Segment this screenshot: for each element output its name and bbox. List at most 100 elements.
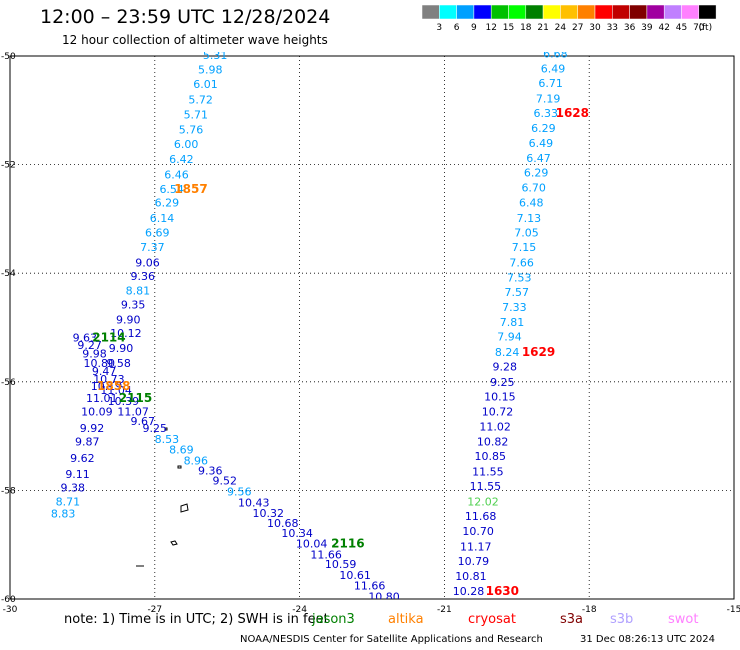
x-tick-label: -18 xyxy=(582,605,597,615)
pass-time-annotation: 1858 xyxy=(97,379,130,393)
color-scale-label: 33 xyxy=(607,23,618,33)
color-scale-unit: (ft) xyxy=(699,23,713,33)
color-scale-label: 21 xyxy=(537,23,548,33)
y-tick-label: -54 xyxy=(1,269,16,279)
wave-height-label: 7.05 xyxy=(514,226,539,239)
wave-height-label: 9.38 xyxy=(60,482,85,495)
wave-height-label: 8.69 xyxy=(169,444,194,457)
wave-height-label: 10.82 xyxy=(477,436,509,449)
wave-height-label: 6.47 xyxy=(526,152,551,165)
timestamp-text: 31 Dec 08:26:13 UTC 2024 xyxy=(580,634,715,645)
wave-height-label: 7.53 xyxy=(507,272,532,285)
x-tick-label: -24 xyxy=(292,605,307,615)
credit-text: NOAA/NESDIS Center for Satellite Applica… xyxy=(240,634,543,645)
wave-height-label: 7.82 xyxy=(550,3,575,16)
satellite-legend-item: s3a xyxy=(560,612,584,627)
wave-height-label: 6.80 xyxy=(546,33,571,46)
page-subtitle: 12 hour collection of altimeter wave hei… xyxy=(62,33,328,47)
wave-height-label: 9.52 xyxy=(213,475,238,488)
wave-height-label: 6.49 xyxy=(529,137,554,150)
wave-height-label: 6.01 xyxy=(193,78,218,91)
island-outlines xyxy=(136,427,189,567)
wave-height-label: 12.02 xyxy=(467,495,499,508)
wave-height-label: 10.81 xyxy=(455,570,487,583)
wave-height-label: 7.33 xyxy=(502,301,527,314)
pass-time-annotation: 2114 xyxy=(92,330,125,344)
color-scale-label: 6 xyxy=(454,23,460,33)
wave-height-label: 6.48 xyxy=(519,197,544,210)
x-tick-label: -21 xyxy=(437,605,452,615)
color-scale-label: 36 xyxy=(624,23,636,33)
wave-height-label: 11.02 xyxy=(479,420,511,433)
wave-height-label: 11.07 xyxy=(117,406,149,419)
y-tick-label: -58 xyxy=(1,486,16,496)
color-scale-label: 27 xyxy=(572,23,583,33)
wave-height-label: 9.36 xyxy=(198,464,223,477)
wave-height-label: 11.04 xyxy=(100,384,132,397)
wave-height-label: 10.61 xyxy=(339,569,371,582)
pass-time-annotation: 1856 xyxy=(235,19,268,33)
satellite-legend-item: jason3 xyxy=(312,612,355,627)
wave-height-label: 6.14 xyxy=(150,212,175,225)
pass-time-annotation: 2116 xyxy=(331,537,364,551)
y-tick-label: -52 xyxy=(1,161,16,171)
color-scale-label: 42 xyxy=(658,23,669,33)
satellite-legend-item: s3b xyxy=(610,612,634,627)
wave-height-label: 9.28 xyxy=(492,361,517,374)
wave-height-label: 9.67 xyxy=(130,415,155,428)
wave-height-label: 6.29 xyxy=(155,197,180,210)
wave-height-label: 9.58 xyxy=(106,357,131,370)
wave-height-label: 10.15 xyxy=(484,390,516,403)
wave-height-label: 9.56 xyxy=(227,485,252,498)
wave-height-label: 10.39 xyxy=(108,395,140,408)
pass-time-annotation: 1630 xyxy=(486,584,519,598)
x-tick-label: -27 xyxy=(147,605,162,615)
wave-height-label: 11.68 xyxy=(465,510,497,523)
wave-height-label: 9.35 xyxy=(121,299,146,312)
wave-height-label: 8.81 xyxy=(126,285,151,298)
wave-height-label: 6.77 xyxy=(548,17,573,30)
plot-frame xyxy=(9,55,735,600)
satellite-legend-item: swot xyxy=(668,612,699,627)
wave-height-label: 10.32 xyxy=(252,507,284,520)
wave-height-label: 8.53 xyxy=(155,433,180,446)
wave-height-label: 11.01 xyxy=(86,392,118,405)
wave-height-label: 8.24 xyxy=(495,346,520,359)
wave-height-label: 6.54 xyxy=(159,183,184,196)
color-scale-label: 15 xyxy=(503,23,514,33)
wave-height-label: 9.55 xyxy=(454,600,479,613)
wave-height-label: 11.55 xyxy=(470,480,502,493)
pass-time-annotation: 1628 xyxy=(556,106,589,120)
wave-height-label: 11.17 xyxy=(460,540,492,553)
wave-height-label: 10.43 xyxy=(238,496,270,509)
wave-height-label: 6.33 xyxy=(534,107,559,120)
color-scale-label: 18 xyxy=(520,23,532,33)
wave-height-label: 9.47 xyxy=(92,365,117,378)
wave-height-label: 8.71 xyxy=(56,495,81,508)
wave-height-label: 7.81 xyxy=(500,316,525,329)
wave-height-label: 10.80 xyxy=(368,590,400,603)
wave-height-label: 6.46 xyxy=(164,168,189,181)
wave-height-label: 6.69 xyxy=(145,226,170,239)
color-scale-label: 30 xyxy=(589,23,601,33)
x-tick-label: -15 xyxy=(727,605,740,615)
wave-height-label: 7.37 xyxy=(140,241,165,254)
wave-height-label: 9.90 xyxy=(109,342,134,355)
wave-height-label: 11.66 xyxy=(310,548,342,561)
wave-height-label: 11.55 xyxy=(472,465,504,478)
wave-height-label: 10.28 xyxy=(453,585,485,598)
wave-height-label: 5.33 xyxy=(213,20,238,33)
wave-height-label: 9.36 xyxy=(130,270,155,283)
wave-height-label: 9.27 xyxy=(77,339,102,352)
wave-height-label: 9.25 xyxy=(143,422,168,435)
wave-height-label: 6.70 xyxy=(521,181,546,194)
wave-height-label: 10.34 xyxy=(281,527,313,540)
color-scale-label: 45 xyxy=(676,23,687,33)
wave-height-label: 10.70 xyxy=(462,525,494,538)
wave-height-label: 7.15 xyxy=(512,241,537,254)
color-scale-label: 9 xyxy=(471,23,477,33)
wave-height-label: 10.79 xyxy=(458,555,490,568)
pass-time-annotation: 2115 xyxy=(119,391,152,405)
wave-height-label: 9.63 xyxy=(73,331,98,344)
color-swatch xyxy=(698,5,717,20)
